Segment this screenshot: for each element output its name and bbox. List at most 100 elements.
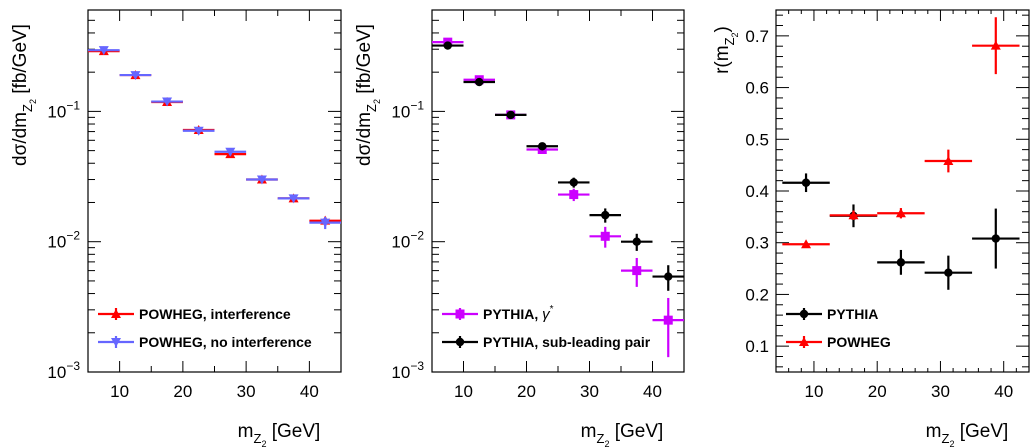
y-tick-base: 10 (391, 102, 410, 121)
y-axis-title: r(mZ2) (712, 26, 740, 74)
series-0 (782, 173, 1020, 290)
series-1 (88, 46, 341, 230)
x-axis-title-text: mZ2 [GeV] (581, 421, 664, 447)
y-tick-label: 0.5 (745, 130, 769, 149)
y-tick-label: 10−1 (47, 98, 80, 121)
legend-marker (799, 337, 809, 346)
y-axis-title-main: dσ/dm (354, 112, 375, 166)
x-tick-label: 10 (110, 382, 129, 401)
x-tick-label: 40 (994, 382, 1013, 401)
data-point (256, 175, 267, 185)
legend: PYTHIA POWHEG (786, 306, 891, 350)
y-tick-label: 10−3 (391, 359, 424, 382)
y-tick-exp: −3 (66, 359, 80, 373)
data-point (98, 46, 109, 56)
x-tick-label: 30 (580, 382, 599, 401)
data-point (943, 156, 954, 166)
data-point (288, 194, 299, 204)
legend-marker (111, 309, 121, 318)
data-point (475, 77, 484, 87)
legend-marker (111, 338, 121, 347)
y-axis-title-main: r(m (712, 45, 733, 73)
data-point (162, 97, 173, 107)
x-axis-title-rest: [GeV] (266, 421, 320, 442)
y-axis-title-main: dσ/dm (10, 112, 31, 166)
y-tick-label: 10−2 (391, 229, 424, 252)
data-point (569, 178, 578, 187)
y-tick-exp: −1 (410, 98, 424, 112)
y-axis-title: dσ/dmZ2 [fb/GeV] (10, 24, 38, 166)
x-axis-title: mZ2 [GeV] (926, 421, 1009, 447)
y-tick-label: 10−1 (391, 98, 424, 121)
x-tick-label: 20 (173, 382, 192, 401)
y-tick-exp: −2 (410, 229, 424, 243)
legend-label: PYTHIA (827, 306, 878, 322)
y-axis-title-text: r(mZ2) (712, 26, 740, 74)
x-axis-title-rest: [GeV] (609, 421, 663, 442)
legend-label: PYTHIA, sub-leading pair (483, 334, 651, 350)
plot-frame (431, 9, 685, 373)
x-axis-title-subsub: 2 (261, 439, 266, 447)
data-point (801, 178, 811, 187)
y-axis-title-subsub: 2 (372, 99, 382, 104)
y-tick-label: 0.1 (745, 337, 769, 356)
legend-gamma: γ (542, 306, 551, 323)
x-tick-label: 40 (300, 382, 319, 401)
data-point (991, 234, 1000, 243)
x-axis-title: mZ2 [GeV] (238, 421, 321, 447)
x-axis-title-subsub: 2 (604, 439, 609, 447)
data-point (848, 210, 859, 220)
y-tick-exp: −2 (66, 229, 80, 243)
x-tick-label: 30 (237, 382, 256, 401)
data-point (664, 272, 673, 281)
x-axis-title-sub: Z (597, 431, 605, 446)
legend-marker (455, 337, 465, 347)
y-axis-title-rest: [fb/GeV] (354, 24, 375, 99)
data-point (895, 208, 906, 218)
y-tick-base: 10 (47, 363, 66, 382)
y-axis-title-text: dσ/dmZ2 [fb/GeV] (10, 24, 38, 166)
data-point (538, 142, 547, 151)
x-axis-title-text: mZ2 [GeV] (238, 421, 321, 447)
legend-label: POWHEG, no interference (139, 334, 312, 350)
x-axis-title-main: m (581, 421, 597, 442)
data-point (801, 239, 812, 249)
y-axis-title-subsub: 2 (730, 32, 740, 37)
data-point (944, 268, 953, 277)
x-tick-label: 10 (804, 382, 823, 401)
legend-label: POWHEG (827, 334, 891, 350)
data-point (990, 40, 1001, 50)
data-point (632, 266, 642, 276)
y-tick-label: 0.2 (745, 285, 769, 304)
series-1 (782, 17, 1020, 249)
legend-marker (455, 309, 465, 319)
data-point (601, 210, 610, 220)
x-tick-label: 40 (643, 382, 662, 401)
data-point (443, 41, 452, 50)
y-axis-title-sub: Z (722, 37, 737, 45)
legend-marker (799, 309, 809, 319)
x-tick-label: 20 (517, 382, 536, 401)
data-point (506, 110, 515, 120)
y-tick-base: 10 (391, 233, 410, 252)
legend: POWHEG, interference POWHEG, no interfere… (98, 306, 312, 350)
data-point (320, 218, 331, 228)
series-1 (432, 41, 684, 291)
x-axis-title-rest: [GeV] (954, 421, 1008, 442)
y-axis-title-rest: ) (712, 26, 733, 32)
y-axis-title-subsub: 2 (28, 99, 38, 104)
x-tick-label: 30 (931, 382, 950, 401)
y-tick-label: 0.6 (745, 79, 769, 98)
data-point (600, 231, 610, 241)
y-tick-label: 10−2 (47, 229, 80, 252)
y-tick-exp: −3 (410, 359, 424, 373)
y-axis-title-rest: [fb/GeV] (10, 24, 31, 99)
legend-label: PYTHIA, γ* (483, 304, 554, 323)
legend-label: POWHEG, interference (139, 306, 291, 322)
x-tick-label: 20 (868, 382, 887, 401)
y-tick-base: 10 (47, 233, 66, 252)
